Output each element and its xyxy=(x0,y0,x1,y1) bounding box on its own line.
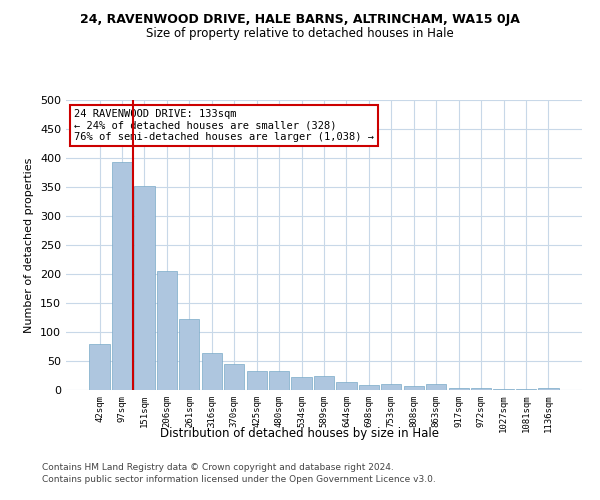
Bar xyxy=(337,382,356,390)
Bar xyxy=(292,376,311,390)
Bar xyxy=(202,353,222,390)
Bar xyxy=(426,384,446,390)
Text: Contains HM Land Registry data © Crown copyright and database right 2024.: Contains HM Land Registry data © Crown c… xyxy=(42,463,394,472)
Bar xyxy=(247,372,267,390)
Bar xyxy=(449,388,469,390)
Bar xyxy=(112,162,132,390)
Bar xyxy=(179,319,199,390)
Y-axis label: Number of detached properties: Number of detached properties xyxy=(25,158,34,332)
Bar xyxy=(538,388,559,390)
Bar xyxy=(516,389,536,390)
Bar xyxy=(134,186,155,390)
Bar xyxy=(314,376,334,390)
Text: Size of property relative to detached houses in Hale: Size of property relative to detached ho… xyxy=(146,28,454,40)
Bar xyxy=(359,386,379,390)
Bar xyxy=(89,344,110,390)
Text: 24, RAVENWOOD DRIVE, HALE BARNS, ALTRINCHAM, WA15 0JA: 24, RAVENWOOD DRIVE, HALE BARNS, ALTRINC… xyxy=(80,12,520,26)
Bar xyxy=(269,372,289,390)
Bar xyxy=(381,384,401,390)
Bar xyxy=(471,388,491,390)
Bar xyxy=(224,364,244,390)
Text: 24 RAVENWOOD DRIVE: 133sqm
← 24% of detached houses are smaller (328)
76% of sem: 24 RAVENWOOD DRIVE: 133sqm ← 24% of deta… xyxy=(74,108,374,142)
Text: Contains public sector information licensed under the Open Government Licence v3: Contains public sector information licen… xyxy=(42,476,436,484)
Bar xyxy=(157,271,177,390)
Bar xyxy=(404,386,424,390)
Bar xyxy=(493,389,514,390)
Text: Distribution of detached houses by size in Hale: Distribution of detached houses by size … xyxy=(161,428,439,440)
